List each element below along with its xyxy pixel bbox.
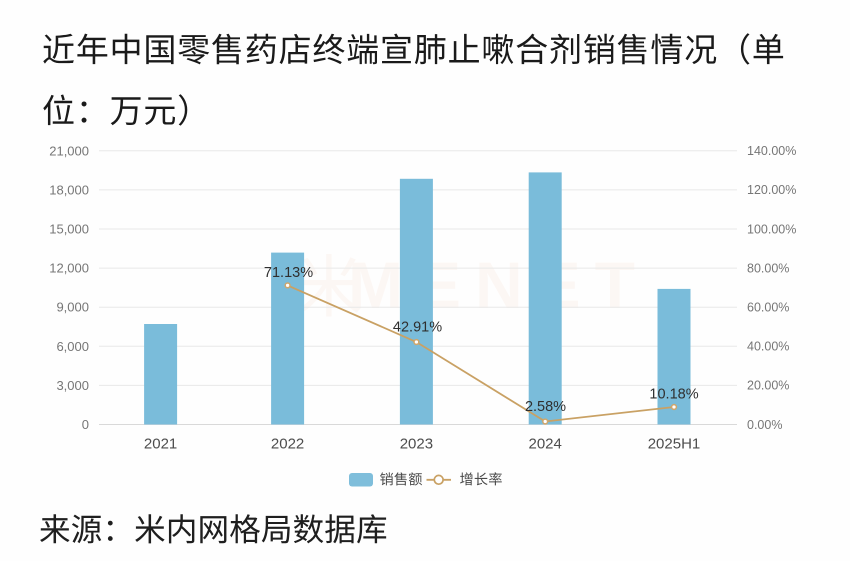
svg-text:12,000: 12,000: [49, 261, 89, 276]
svg-text:9,000: 9,000: [56, 300, 89, 315]
svg-text:60.00%: 60.00%: [747, 301, 789, 315]
svg-text:100.00%: 100.00%: [747, 222, 796, 236]
svg-text:0.00%: 0.00%: [747, 418, 782, 432]
svg-text:0: 0: [82, 417, 89, 432]
svg-text:140.00%: 140.00%: [747, 144, 796, 158]
svg-text:20.00%: 20.00%: [747, 379, 789, 393]
svg-text:MENET: MENET: [348, 248, 649, 322]
svg-text:21,000: 21,000: [49, 143, 89, 158]
svg-text:10.18%: 10.18%: [649, 387, 698, 403]
svg-text:3,000: 3,000: [56, 378, 89, 393]
svg-text:2021: 2021: [144, 436, 177, 453]
svg-text:18,000: 18,000: [49, 182, 89, 197]
svg-text:2023: 2023: [400, 436, 433, 453]
svg-text:42.91%: 42.91%: [393, 320, 442, 336]
svg-text:2.58%: 2.58%: [525, 399, 566, 415]
svg-text:40.00%: 40.00%: [747, 340, 789, 354]
svg-text:80.00%: 80.00%: [747, 261, 789, 275]
svg-text:120.00%: 120.00%: [747, 183, 796, 197]
svg-text:2024: 2024: [529, 436, 562, 453]
svg-text:2025H1: 2025H1: [648, 436, 701, 453]
svg-text:2022: 2022: [271, 436, 304, 453]
svg-text:6,000: 6,000: [56, 339, 89, 354]
svg-text:15,000: 15,000: [49, 222, 89, 237]
svg-text:71.13%: 71.13%: [264, 265, 313, 281]
